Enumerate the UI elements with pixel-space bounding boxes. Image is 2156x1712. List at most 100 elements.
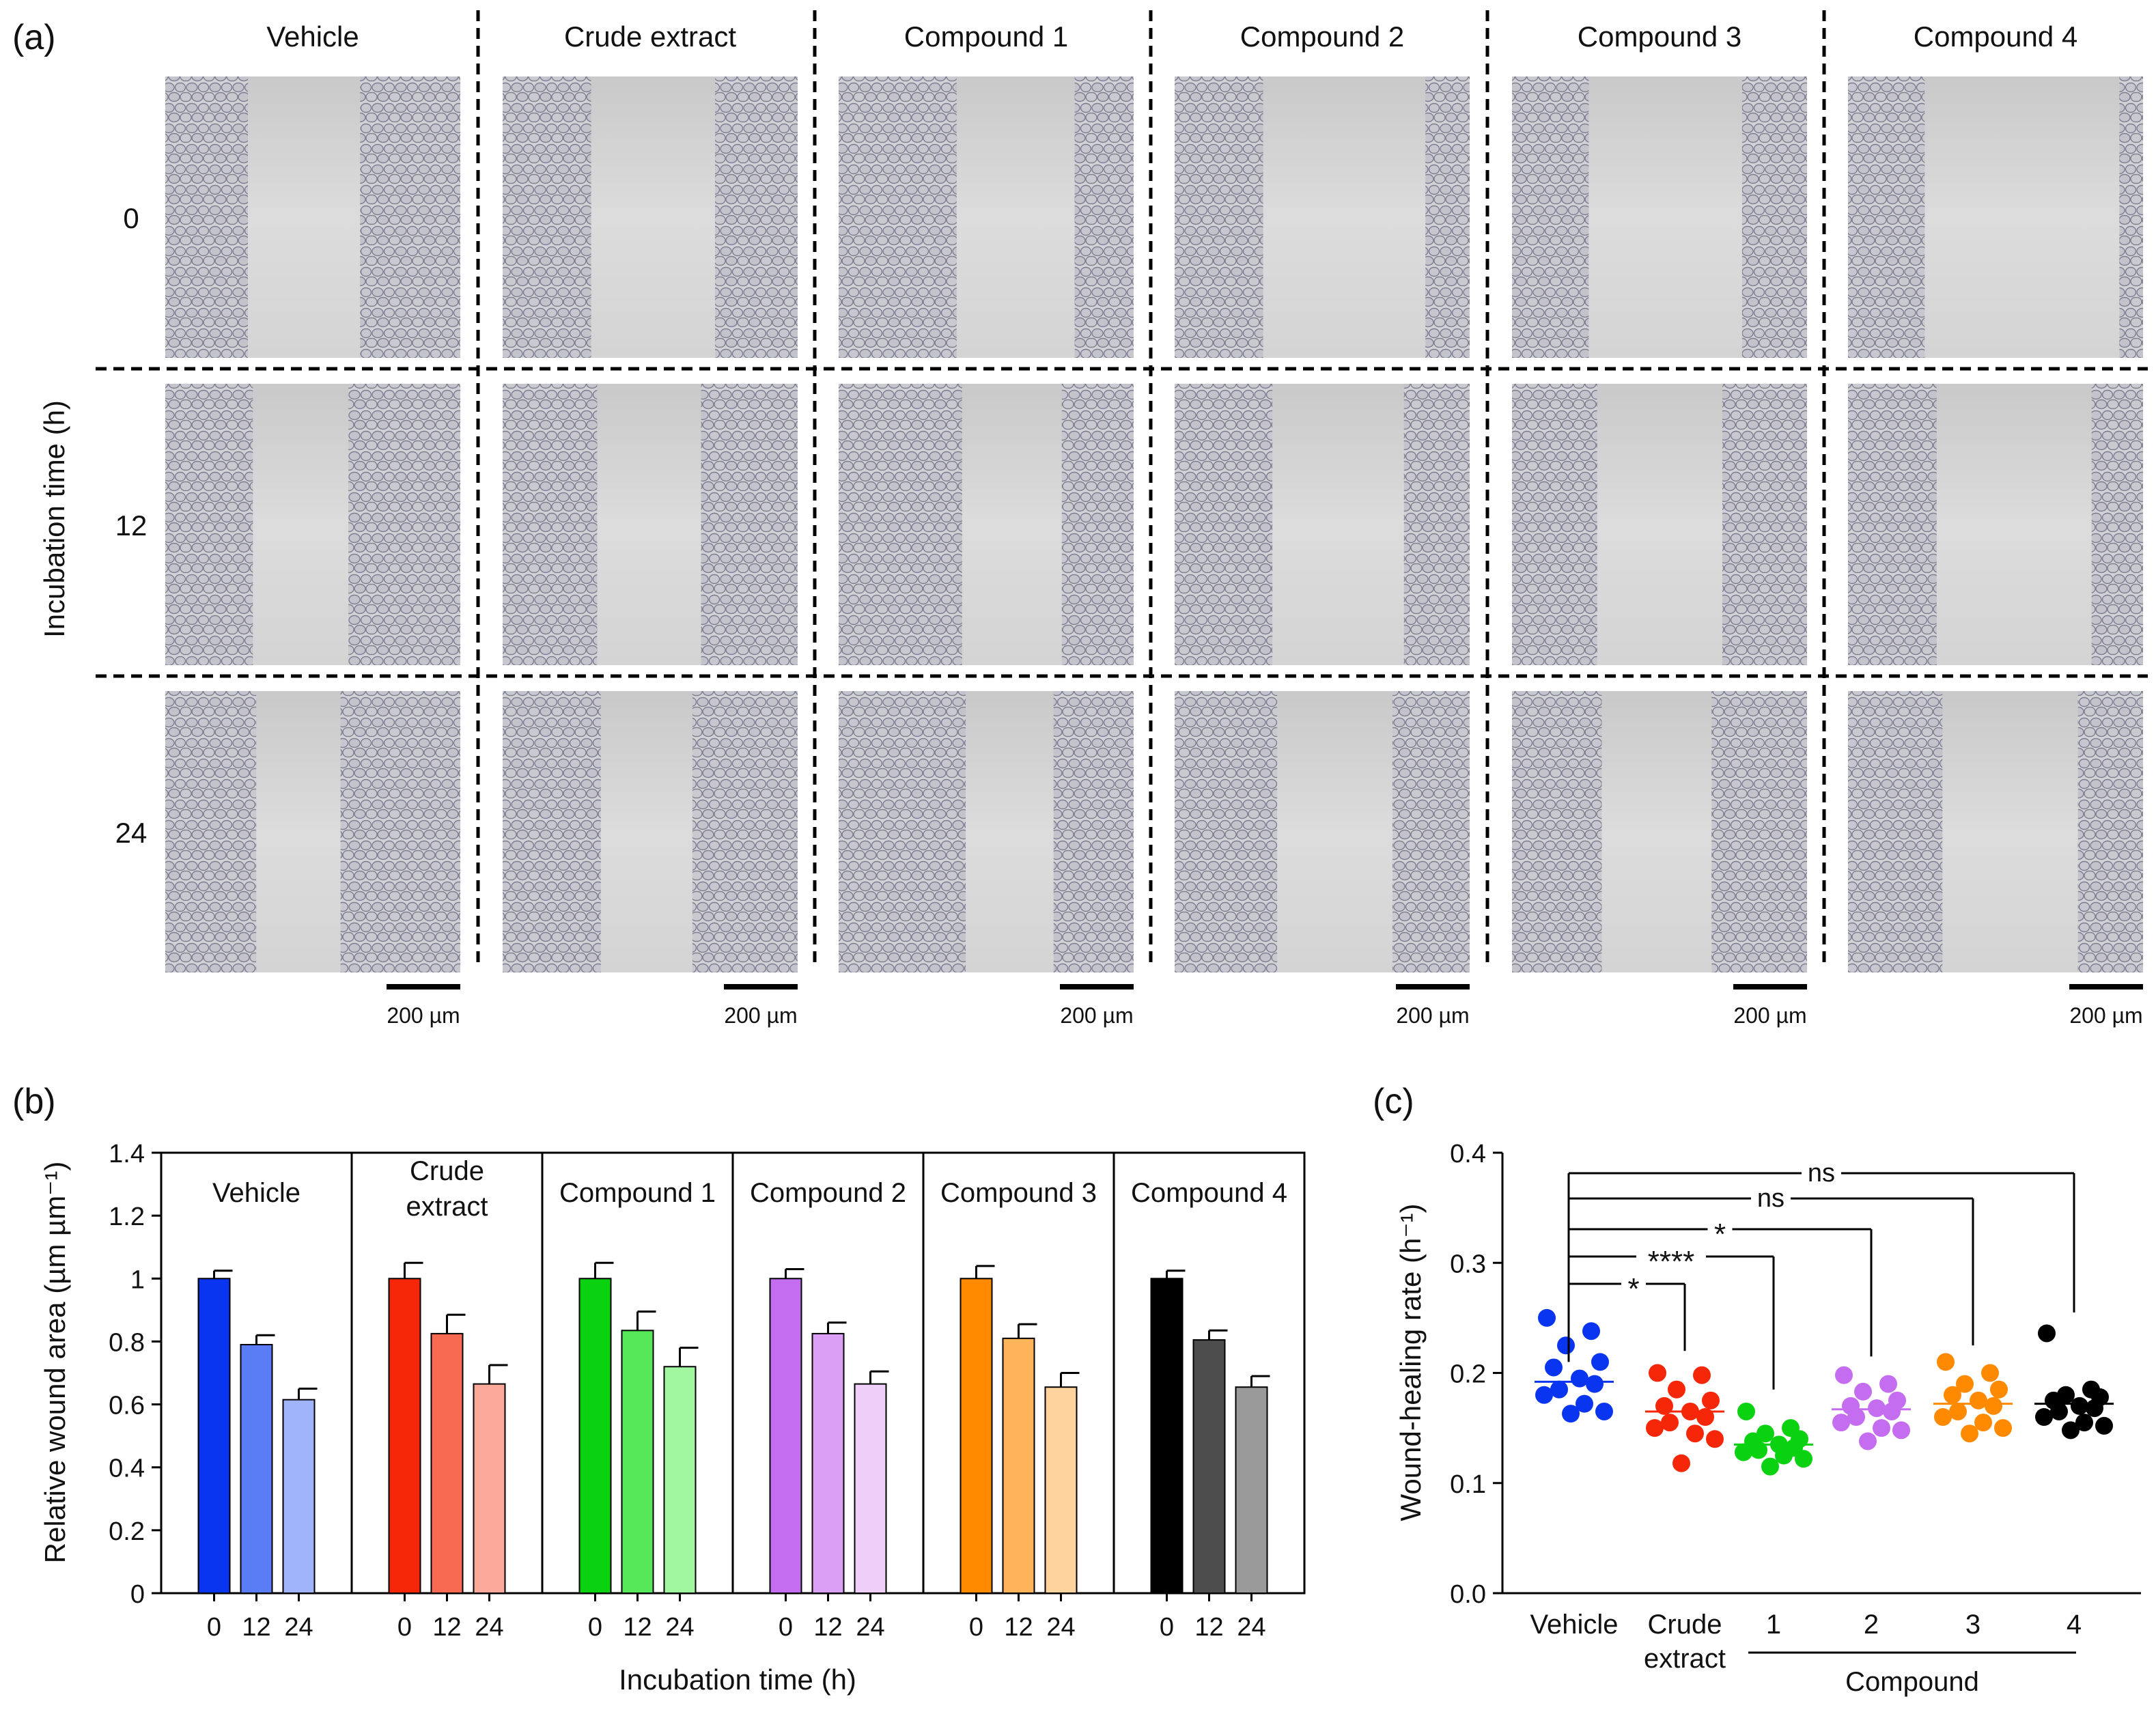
x-tick-label: 12 bbox=[813, 1613, 842, 1642]
column-header: Compound 1 bbox=[904, 20, 1069, 53]
data-point bbox=[1990, 1380, 2008, 1399]
group-label: extract bbox=[406, 1192, 488, 1222]
data-point bbox=[1582, 1322, 1600, 1341]
y-tick-label: 0.0 bbox=[1450, 1580, 1486, 1609]
data-point bbox=[1595, 1402, 1613, 1420]
data-point bbox=[2071, 1397, 2088, 1415]
wound-gap bbox=[1277, 691, 1393, 972]
scale-bar-label: 200 µm bbox=[2069, 1003, 2142, 1028]
group-label: Compound 4 bbox=[1131, 1178, 1287, 1208]
data-point bbox=[2075, 1414, 2093, 1432]
bar bbox=[430, 1332, 464, 1595]
data-point bbox=[1879, 1375, 1897, 1393]
bar bbox=[769, 1278, 802, 1595]
micrograph bbox=[1175, 76, 1470, 358]
wound-gap bbox=[956, 76, 1075, 358]
row-label: 24 bbox=[115, 817, 148, 849]
data-point bbox=[1693, 1366, 1711, 1384]
data-point bbox=[1672, 1454, 1690, 1472]
wound-gap bbox=[597, 384, 701, 665]
y-tick-label: 0.1 bbox=[1450, 1470, 1486, 1499]
column-header: Compound 3 bbox=[1578, 20, 1742, 53]
data-point bbox=[1892, 1421, 1910, 1440]
micrograph bbox=[503, 76, 798, 358]
wound-gap bbox=[1597, 384, 1722, 665]
bar bbox=[1044, 1386, 1078, 1595]
column-header: Crude extract bbox=[564, 20, 736, 53]
panel-c-label: (c) bbox=[1373, 1082, 1414, 1121]
wound-gap bbox=[253, 384, 349, 665]
micrograph bbox=[1512, 76, 1807, 358]
x-category-label: 2 bbox=[1864, 1610, 1879, 1640]
data-point bbox=[1949, 1402, 1967, 1420]
y-tick-label: 0.4 bbox=[1450, 1140, 1486, 1168]
significance-label-bg bbox=[1707, 1225, 1733, 1233]
bar bbox=[1150, 1278, 1184, 1595]
scale-bar-label: 200 µm bbox=[1060, 1003, 1133, 1028]
group-label: Crude bbox=[410, 1156, 484, 1186]
x-tick-label: 24 bbox=[475, 1613, 503, 1642]
data-point bbox=[1735, 1443, 1752, 1461]
data-point bbox=[1545, 1358, 1563, 1377]
data-point bbox=[1883, 1402, 1901, 1420]
column-header: Compound 2 bbox=[1240, 20, 1405, 53]
data-point bbox=[2086, 1399, 2103, 1418]
x-tick-label: 0 bbox=[588, 1613, 602, 1642]
x-category-label: 3 bbox=[1965, 1610, 1980, 1640]
wound-gap bbox=[600, 691, 692, 972]
micrograph bbox=[1175, 384, 1470, 665]
b-xlabel: Incubation time (h) bbox=[619, 1664, 856, 1696]
micrograph bbox=[503, 384, 798, 665]
wound-gap bbox=[1924, 76, 2120, 358]
panel-c-scatter-chart: Wound-healing rate (h⁻¹) 0.0 0.1 0.2 0.3 0.4… bbox=[1395, 1140, 2141, 1697]
x-category-label: 1 bbox=[1766, 1610, 1781, 1640]
x-tick-label: 24 bbox=[665, 1613, 694, 1642]
bar bbox=[473, 1383, 506, 1594]
group-label: Vehicle bbox=[212, 1178, 300, 1208]
bar bbox=[240, 1344, 273, 1595]
bar bbox=[197, 1278, 231, 1595]
data-point bbox=[1646, 1419, 1664, 1437]
data-point bbox=[1859, 1432, 1877, 1450]
x-tick-label: 24 bbox=[1237, 1613, 1265, 1642]
significance-label: ns bbox=[1757, 1184, 1784, 1213]
micrograph bbox=[165, 384, 460, 665]
data-point bbox=[1847, 1408, 1865, 1426]
wound-gap bbox=[1272, 384, 1404, 665]
y-tick-label: 1.2 bbox=[109, 1203, 145, 1231]
data-point bbox=[1937, 1353, 1955, 1371]
x-tick-label: 0 bbox=[397, 1613, 412, 1642]
x-tick-label: 12 bbox=[242, 1613, 270, 1642]
x-category-label: Crude bbox=[1648, 1610, 1722, 1640]
data-point bbox=[1994, 1419, 2012, 1437]
wound-gap bbox=[1942, 691, 2078, 972]
bar bbox=[1002, 1337, 1035, 1594]
data-point bbox=[1961, 1425, 1978, 1443]
bar bbox=[663, 1366, 697, 1595]
data-point bbox=[1854, 1382, 1872, 1401]
data-point bbox=[1571, 1369, 1588, 1388]
bar bbox=[960, 1278, 993, 1595]
y-tick-label: 0.2 bbox=[109, 1517, 145, 1546]
c-ylabel: Wound-healing rate (h⁻¹) bbox=[1395, 1204, 1427, 1521]
data-point bbox=[1934, 1408, 1952, 1426]
group-label: Compound 2 bbox=[750, 1178, 906, 1208]
data-point bbox=[2050, 1402, 2068, 1420]
bar bbox=[578, 1278, 612, 1595]
x-tick-label: 24 bbox=[284, 1613, 313, 1642]
micrograph bbox=[839, 384, 1134, 665]
column-header: Vehicle bbox=[266, 20, 359, 53]
micrograph bbox=[1512, 384, 1807, 665]
y-tick-label: 0.6 bbox=[109, 1392, 145, 1420]
data-point bbox=[1576, 1394, 1593, 1413]
significance-label: ns bbox=[1808, 1159, 1835, 1188]
compound-group-label: Compound bbox=[1845, 1667, 1979, 1697]
data-point bbox=[1562, 1405, 1580, 1423]
wound-gap bbox=[248, 76, 361, 358]
x-category-label: Vehicle bbox=[1530, 1610, 1619, 1640]
data-point bbox=[1557, 1336, 1575, 1355]
significance-label-bg bbox=[1751, 1194, 1791, 1203]
significance-label-bg bbox=[1636, 1252, 1706, 1261]
x-tick-label: 24 bbox=[856, 1613, 884, 1642]
